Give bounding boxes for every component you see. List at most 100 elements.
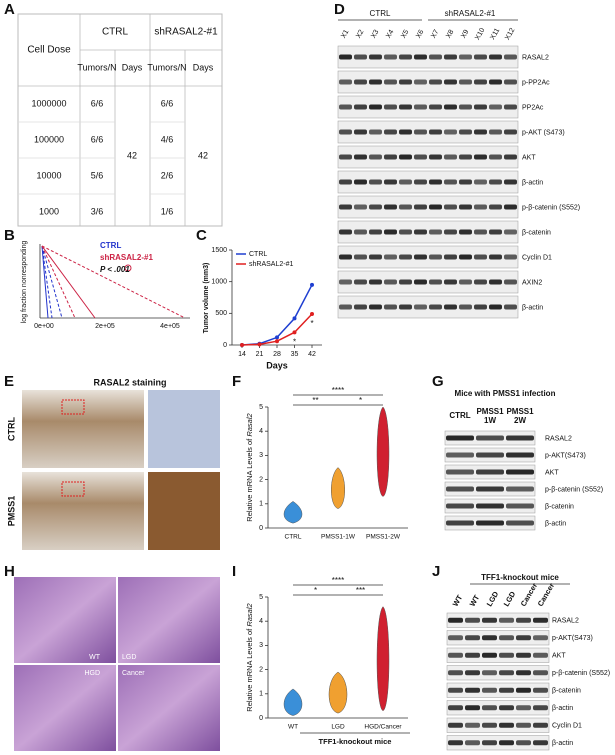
blot-band bbox=[369, 104, 382, 110]
blot-band bbox=[474, 254, 487, 260]
blot-band bbox=[444, 154, 457, 160]
blot-band bbox=[429, 254, 442, 260]
blot-band bbox=[516, 617, 531, 623]
blot-band bbox=[399, 54, 412, 60]
blot-band bbox=[533, 670, 548, 676]
blot-band bbox=[474, 304, 487, 310]
lane-label: X5 bbox=[400, 29, 410, 40]
axis-title: Days bbox=[266, 360, 288, 370]
violin bbox=[376, 606, 390, 712]
panel-letter: H bbox=[4, 563, 15, 580]
table-cell: 1/6 bbox=[161, 206, 174, 216]
blot-row-label: AKT bbox=[545, 469, 559, 476]
table-cell: 4/6 bbox=[161, 134, 174, 144]
lane-label: X8 bbox=[445, 29, 455, 40]
panel-letter: G bbox=[432, 373, 444, 390]
blot-row-label: β-actin bbox=[552, 705, 573, 712]
blot-band bbox=[499, 740, 514, 746]
blot-band bbox=[354, 204, 367, 210]
blot-band bbox=[414, 129, 427, 135]
histology-image bbox=[118, 665, 220, 751]
group-label: TFF1-knockout mice bbox=[319, 737, 392, 746]
blot-row-label: AXIN2 bbox=[522, 279, 542, 286]
zoom-box bbox=[61, 399, 85, 415]
y-tick-label: 2 bbox=[259, 476, 263, 483]
censor-marker bbox=[124, 264, 132, 272]
blot-band bbox=[399, 154, 412, 160]
blot-band bbox=[489, 179, 502, 185]
lane-label: X9 bbox=[460, 29, 470, 40]
blot-band bbox=[489, 254, 502, 260]
blot-band bbox=[414, 179, 427, 185]
blot-band bbox=[504, 104, 517, 110]
blot-band bbox=[384, 254, 397, 260]
blot-row-label: p-AKT(S473) bbox=[552, 635, 593, 642]
blot-strip bbox=[337, 145, 519, 169]
blot-row-label: p-β-catenin (S552) bbox=[545, 486, 603, 493]
blot-band bbox=[504, 54, 517, 60]
blot-band bbox=[474, 229, 487, 235]
y-tick-label: 4 bbox=[259, 428, 263, 435]
table-subheader: Days bbox=[193, 62, 214, 72]
blot-band bbox=[474, 179, 487, 185]
blot-band bbox=[465, 617, 480, 623]
blot-band bbox=[506, 452, 534, 458]
blot-band bbox=[533, 617, 548, 623]
blot-band bbox=[533, 740, 548, 746]
axis-title: Relative mRNA Levels of Rasal2 bbox=[245, 412, 254, 521]
blot-band bbox=[516, 635, 531, 641]
blot-band bbox=[459, 79, 472, 85]
table-cell: 42 bbox=[127, 150, 137, 160]
lane-label: PMSS1 bbox=[506, 407, 534, 416]
blot-band bbox=[339, 179, 352, 185]
lane-label: Cancer bbox=[536, 581, 557, 608]
blot-band bbox=[369, 79, 382, 85]
blot-band bbox=[504, 154, 517, 160]
blot-band bbox=[474, 154, 487, 160]
blot-row-label: β-actin bbox=[522, 304, 543, 311]
blot-band bbox=[474, 279, 487, 285]
blot-band bbox=[429, 54, 442, 60]
survival-line bbox=[41, 245, 63, 319]
blot-band bbox=[474, 54, 487, 60]
blot-band bbox=[369, 179, 382, 185]
blot-strip bbox=[446, 682, 550, 698]
blot-band bbox=[476, 486, 504, 492]
y-tick-label: 0 bbox=[259, 525, 263, 532]
blot-band bbox=[414, 229, 427, 235]
blot-band bbox=[399, 179, 412, 185]
lane-label: X11 bbox=[489, 27, 501, 41]
blot-band bbox=[399, 204, 412, 210]
table-subheader: Days bbox=[122, 62, 143, 72]
blot-band bbox=[489, 154, 502, 160]
blot-band bbox=[399, 279, 412, 285]
blot-band bbox=[446, 469, 474, 475]
blot-band bbox=[489, 279, 502, 285]
blot-band bbox=[414, 79, 427, 85]
lane-label: PMSS1 bbox=[476, 407, 504, 416]
axis-title-gene: Rasal2 bbox=[245, 412, 254, 436]
blot-band bbox=[354, 254, 367, 260]
blot-band bbox=[446, 486, 474, 492]
blot-band bbox=[504, 79, 517, 85]
series-point bbox=[310, 311, 314, 316]
x-tick-label: LGD bbox=[331, 724, 345, 731]
table-header: CTRL bbox=[102, 27, 129, 38]
lane-label: X1 bbox=[340, 29, 350, 40]
lane-label: X3 bbox=[370, 29, 380, 40]
blot-band bbox=[459, 229, 472, 235]
blot-band bbox=[506, 435, 534, 441]
blot-band bbox=[504, 254, 517, 260]
blot-band bbox=[499, 705, 514, 711]
y-tick-label: 500 bbox=[215, 310, 227, 317]
blot-band bbox=[482, 705, 497, 711]
blot-band bbox=[465, 670, 480, 676]
lane-label: WT bbox=[468, 593, 482, 608]
significance-stars: * bbox=[314, 586, 317, 595]
table-cell: 6/6 bbox=[91, 134, 104, 144]
blot-strip bbox=[337, 95, 519, 119]
blot-band bbox=[459, 54, 472, 60]
blot-band bbox=[499, 687, 514, 693]
table-header: shRASAL2-#1 bbox=[154, 27, 218, 38]
